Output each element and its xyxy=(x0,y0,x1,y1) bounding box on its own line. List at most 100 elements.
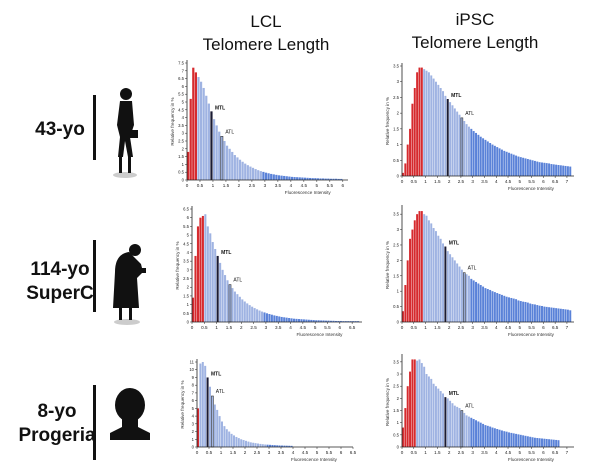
histogram-bar xyxy=(545,163,548,176)
histogram-bar xyxy=(538,305,541,322)
histogram-bar xyxy=(566,309,569,322)
histogram-bar xyxy=(305,319,308,322)
histogram-bar xyxy=(517,156,520,176)
histogram-bar xyxy=(543,306,546,322)
histogram-bar xyxy=(288,318,291,322)
histogram-bar xyxy=(531,160,534,176)
histogram-bar xyxy=(307,319,310,322)
y-tick-label: 3.5 xyxy=(178,123,184,128)
histogram-bar xyxy=(212,119,216,180)
histogram-bar xyxy=(406,144,409,176)
histogram-bar xyxy=(315,320,318,322)
histogram-bar xyxy=(411,103,414,176)
histogram-3: MTL ATL 0 0.5 1 1.5 2 2.5 3 3.5 4 4.5 5 5.5 6 6.5 0 0.5 1 1… xyxy=(175,206,362,337)
histogram-bar xyxy=(416,214,419,322)
histogram-bar xyxy=(432,228,435,322)
histogram-bar xyxy=(522,157,525,176)
histogram-bar xyxy=(434,231,437,322)
histogram-bar xyxy=(297,319,301,322)
x-tick-label: 5 xyxy=(316,450,319,455)
x-tick-label: 4 xyxy=(495,325,498,330)
x-tick-label: 4 xyxy=(289,325,292,330)
y-tick-label: 1.5 xyxy=(183,293,189,298)
histogram-bar xyxy=(531,304,534,322)
histogram-bar xyxy=(465,415,468,447)
y-tick-label: 1 xyxy=(192,437,195,442)
row-label-line1: 114-yo xyxy=(30,259,90,280)
x-tick-label: 2.5 xyxy=(249,183,256,188)
y-axis-label: Relative frequency in % xyxy=(175,241,180,289)
histogram-bar xyxy=(209,386,211,447)
histogram-bar xyxy=(283,317,286,322)
histogram-bar xyxy=(479,136,482,176)
x-tick-label: 5.5 xyxy=(528,325,535,330)
histogram-bar xyxy=(264,444,267,447)
histogram-bar xyxy=(280,316,283,322)
histogram-bar xyxy=(256,309,259,322)
histogram-bar xyxy=(541,438,543,447)
histogram-bar xyxy=(322,320,325,322)
x-tick-label: 2.5 xyxy=(254,450,261,455)
histogram-bar xyxy=(290,445,293,447)
histogram-bar xyxy=(418,359,421,447)
x-tick-label: 1 xyxy=(424,179,427,184)
histogram-bar xyxy=(482,423,485,447)
histogram-bar xyxy=(285,445,288,447)
histogram-bar xyxy=(432,78,435,176)
x-tick-label: 7 xyxy=(566,179,569,184)
histogram-bar xyxy=(536,305,539,322)
histogram-bar xyxy=(273,445,276,447)
y-tick-label: 2.5 xyxy=(393,242,399,247)
histogram-bar xyxy=(420,363,423,447)
histogram-bar xyxy=(273,315,276,322)
x-axis-label: Fluorescence Intensity xyxy=(291,457,338,462)
x-tick-label: 7 xyxy=(566,325,569,330)
x-tick-label: 0.5 xyxy=(411,325,418,330)
y-tick-label: 1 xyxy=(397,289,400,294)
histogram-bar xyxy=(199,363,202,447)
histogram-bar xyxy=(322,178,325,180)
x-tick-label: 6.5 xyxy=(349,325,356,330)
histogram-bar xyxy=(192,297,195,322)
histogram-bar xyxy=(536,438,539,447)
histogram-bar xyxy=(442,393,445,447)
y-axis-label: Relative frequency in % xyxy=(170,97,175,145)
histogram-bar xyxy=(533,437,536,447)
histogram-bar xyxy=(402,172,404,176)
histogram-bar xyxy=(472,419,475,447)
histogram-bar xyxy=(477,283,480,322)
histogram-bar xyxy=(486,289,489,322)
histogram-bar xyxy=(194,72,197,180)
histogram-bar xyxy=(493,428,496,447)
x-tick-label: 6 xyxy=(542,179,545,184)
histogram-bar xyxy=(496,293,499,322)
histogram-bar xyxy=(267,173,270,180)
x-tick-label: 3.5 xyxy=(278,450,285,455)
histogram-bar xyxy=(206,226,209,322)
x-tick-label: 4.5 xyxy=(505,450,512,455)
histogram-bar xyxy=(470,417,473,447)
y-tick-label: 6 xyxy=(192,398,195,403)
histogram-bar xyxy=(569,166,572,176)
histogram-bar xyxy=(300,319,303,322)
histogram-bar xyxy=(467,275,470,322)
x-tick-label: 1.5 xyxy=(434,179,441,184)
histogram-bar xyxy=(456,111,459,176)
histogram-bar xyxy=(411,229,414,322)
histogram-bar xyxy=(259,171,262,180)
histogram-bar xyxy=(536,161,539,176)
histogram-bar xyxy=(430,378,433,447)
histogram-bar xyxy=(242,440,245,447)
mtl-label: MTL xyxy=(211,371,221,377)
histogram-bar xyxy=(231,288,234,322)
histogram-bar xyxy=(423,214,426,322)
histogram-bar xyxy=(437,235,440,322)
atl-label: ATL xyxy=(465,111,474,117)
histogram-bar xyxy=(557,308,560,322)
histogram-bar xyxy=(404,408,407,447)
x-tick-label: 3.5 xyxy=(275,183,282,188)
x-tick-label: 2.5 xyxy=(250,325,257,330)
histogram-bar xyxy=(477,134,480,176)
atl-bar xyxy=(220,136,224,181)
row-label-8yo: 8-yo Progeria xyxy=(12,400,102,448)
